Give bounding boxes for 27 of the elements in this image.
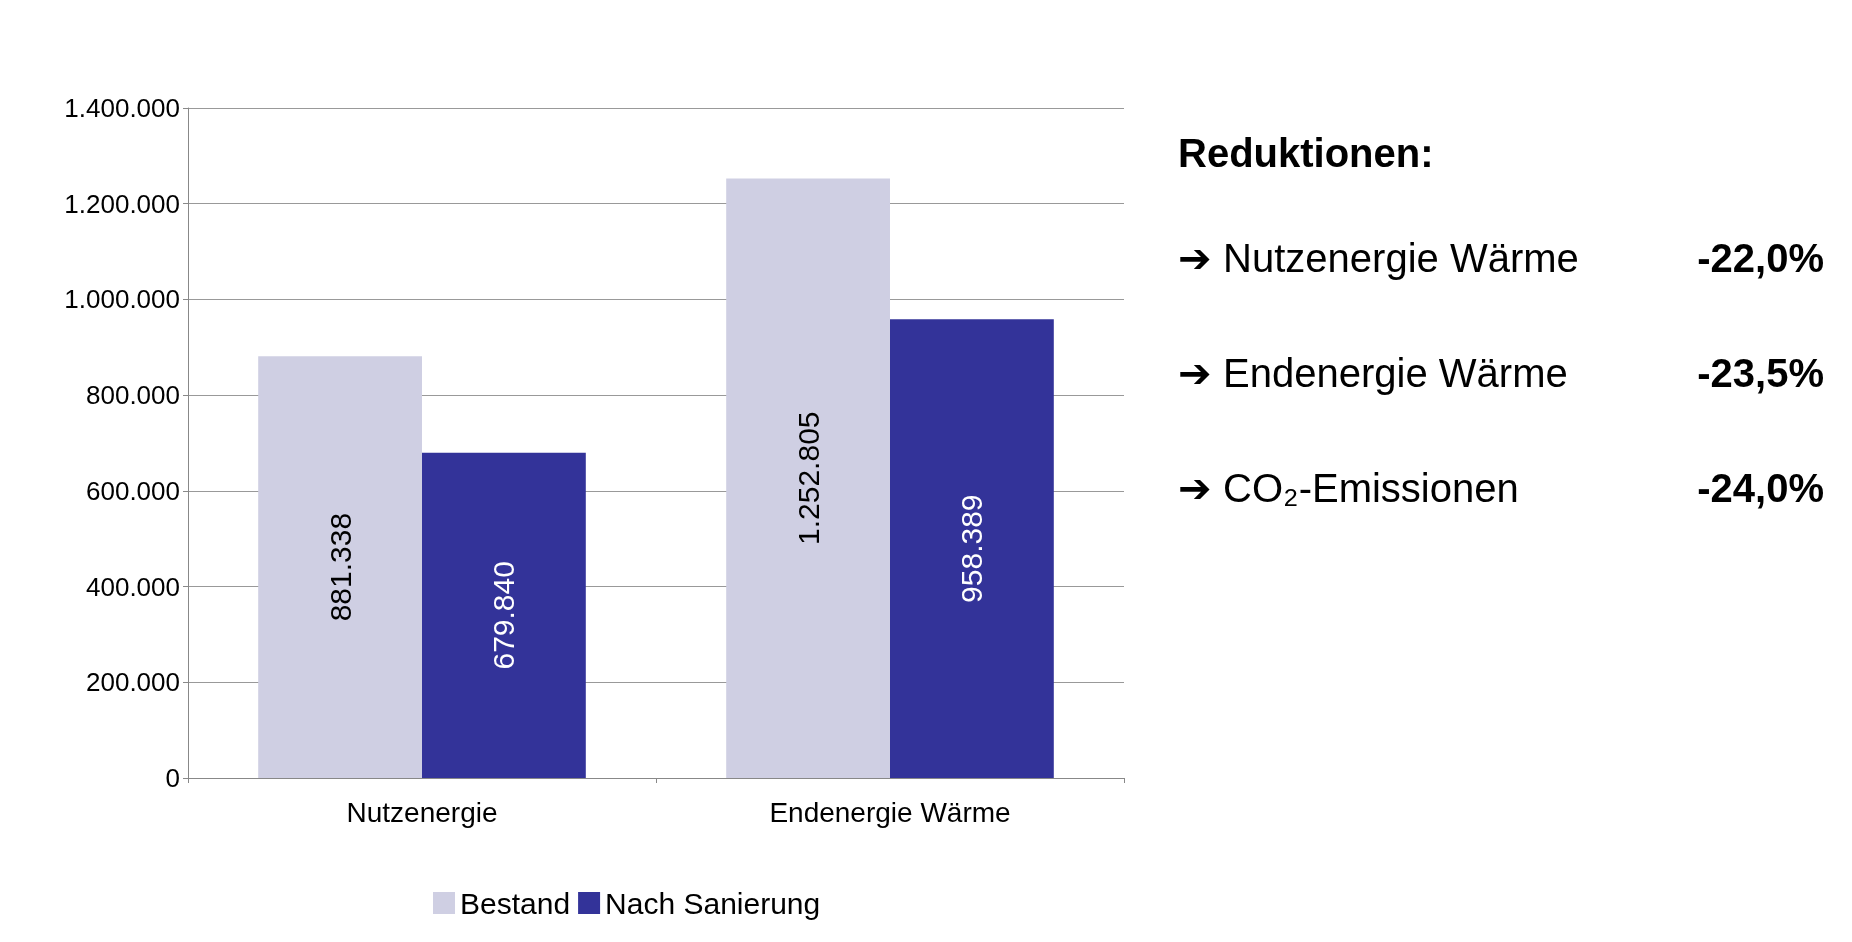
y-tick-label: 200.000 bbox=[86, 667, 180, 698]
data-label: 881.338 bbox=[323, 512, 357, 622]
y-tick-label: 0 bbox=[165, 763, 180, 793]
text: -23,5% bbox=[1697, 351, 1825, 395]
bar bbox=[726, 178, 890, 778]
text: Reduktionen: bbox=[1178, 131, 1434, 175]
data-label: 679.840 bbox=[487, 561, 521, 670]
data-label: 1.252.805 bbox=[791, 411, 825, 545]
text: ➔ Endenergie Wärme bbox=[1178, 351, 1568, 395]
bar bbox=[258, 356, 422, 778]
bar bbox=[890, 319, 1054, 778]
y-tick-label: 1.400.000 bbox=[64, 93, 180, 123]
x-tick-label: Endenergie Wärme bbox=[769, 796, 1011, 828]
text: ➔ Nutzenergie Wärme bbox=[1178, 236, 1579, 280]
text: ➔ CO₂-Emissionen bbox=[1178, 466, 1519, 510]
text: -22,0% bbox=[1697, 236, 1825, 280]
data-label: 958.389 bbox=[955, 494, 989, 603]
legend-label: Nach Sanierung bbox=[605, 886, 821, 920]
y-tick-label: 400.000 bbox=[86, 571, 180, 602]
y-tick-label: 600.000 bbox=[86, 475, 180, 506]
legend-label: Bestand bbox=[460, 886, 571, 920]
y-tick-label: 800.000 bbox=[86, 380, 180, 411]
y-tick-label: 1.000.000 bbox=[64, 284, 180, 315]
y-tick-label: 1.200.000 bbox=[64, 188, 180, 219]
x-tick-label: Nutzenergie bbox=[346, 796, 498, 828]
text: -24,0% bbox=[1697, 466, 1825, 510]
bar bbox=[422, 452, 586, 778]
